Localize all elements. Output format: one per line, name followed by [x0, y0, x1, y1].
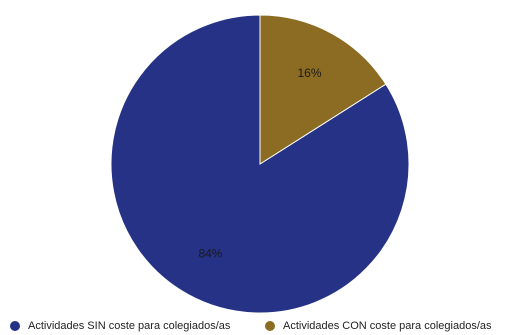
pie-slice-label-0: 84% — [198, 246, 222, 260]
legend-label-con-coste: Actividades CON coste para colegiados/as — [283, 320, 492, 332]
legend-item-con-coste[interactable]: Actividades CON coste para colegiados/as — [265, 320, 492, 335]
pie-slice-label-1: 16% — [298, 66, 322, 80]
legend-label-sin-coste: Actividades SIN coste para colegiados/as — [28, 320, 231, 332]
pie-slice-1[interactable] — [259, 14, 387, 165]
chart-legend: Actividades SIN coste para colegiados/as… — [0, 320, 511, 335]
legend-swatch-sin-coste — [10, 320, 20, 331]
legend-item-sin-coste[interactable]: Actividades SIN coste para colegiados/as — [10, 320, 230, 335]
pie-chart-svg: 84% 16% — [110, 14, 410, 314]
legend-swatch-con-coste — [265, 320, 275, 331]
